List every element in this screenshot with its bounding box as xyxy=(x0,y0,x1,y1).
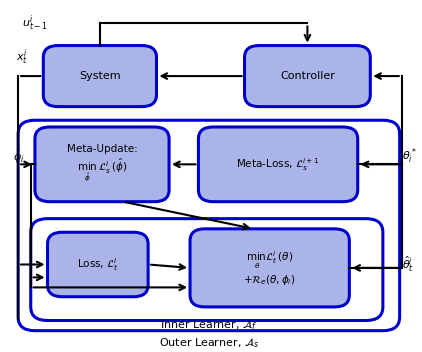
Text: $u_{t-1}^{i}$: $u_{t-1}^{i}$ xyxy=(22,13,48,33)
Text: Meta-Update:
$\min_{\hat{\phi}}\,\mathcal{L}_s^{i}(\hat{\phi})$: Meta-Update: $\min_{\hat{\phi}}\,\mathca… xyxy=(67,144,138,184)
Text: $\hat{\phi}_i$: $\hat{\phi}_i$ xyxy=(13,147,24,165)
Text: $\theta_i^*$: $\theta_i^*$ xyxy=(402,146,417,166)
Text: Controller: Controller xyxy=(280,71,335,81)
Text: $x_t^{i}$: $x_t^{i}$ xyxy=(16,48,28,67)
Text: Outer Learner, $\mathcal{A}_s$: Outer Learner, $\mathcal{A}_s$ xyxy=(159,336,259,350)
Text: Inner Learner, $\mathcal{A}_f$: Inner Learner, $\mathcal{A}_f$ xyxy=(160,318,258,332)
FancyBboxPatch shape xyxy=(190,229,349,307)
FancyBboxPatch shape xyxy=(35,127,169,202)
Text: $\hat{\theta}_t^i$: $\hat{\theta}_t^i$ xyxy=(402,255,414,274)
FancyBboxPatch shape xyxy=(244,45,370,107)
Text: System: System xyxy=(79,71,121,81)
Text: $\min_{\theta}\mathcal{L}_t^{i}(\theta)$
$+\mathcal{R}_e(\theta, \phi_i)$: $\min_{\theta}\mathcal{L}_t^{i}(\theta)$… xyxy=(243,249,296,287)
FancyBboxPatch shape xyxy=(198,127,358,202)
FancyBboxPatch shape xyxy=(48,232,148,297)
Text: Loss, $\mathcal{L}_t^{i}$: Loss, $\mathcal{L}_t^{i}$ xyxy=(77,256,119,273)
FancyBboxPatch shape xyxy=(43,45,157,107)
Text: Meta-Loss, $\mathcal{L}_s^{i+1}$: Meta-Loss, $\mathcal{L}_s^{i+1}$ xyxy=(236,156,320,173)
